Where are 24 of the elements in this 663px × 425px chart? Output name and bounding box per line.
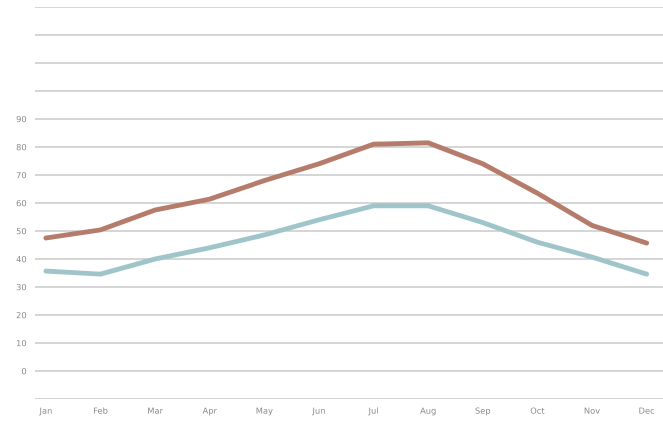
y-tick-label: 0	[22, 368, 26, 374]
y-tick-label: 70	[16, 172, 26, 178]
x-tick-label: Mar	[148, 408, 163, 414]
y-tick-label: 10	[16, 340, 26, 346]
y-tick-label: 60	[16, 200, 26, 206]
x-tick-label: Nov	[584, 408, 600, 414]
line-series	[43, 203, 650, 277]
x-tick-label: Feb	[94, 407, 108, 414]
x-tick-label: Sep	[475, 407, 490, 416]
x-tick-label: Jul	[368, 407, 378, 416]
x-tick-label: Aug	[420, 408, 436, 416]
x-tick-label: Jan	[39, 408, 52, 416]
x-tick-label: Jun	[312, 408, 325, 416]
y-tick-label: 30	[16, 284, 26, 290]
x-tick-label: Apr	[202, 408, 217, 416]
y-tick-label: 40	[16, 256, 26, 262]
line-series	[43, 140, 650, 246]
y-tick-label: 90	[16, 116, 26, 122]
y-tick-label: 50	[16, 228, 26, 234]
y-tick-label: 20	[16, 312, 26, 318]
x-tick-label: May	[256, 408, 273, 416]
y-tick-label: 80	[16, 144, 26, 150]
x-tick-label: Dec	[639, 408, 654, 414]
x-tick-label: Oct	[530, 407, 544, 414]
